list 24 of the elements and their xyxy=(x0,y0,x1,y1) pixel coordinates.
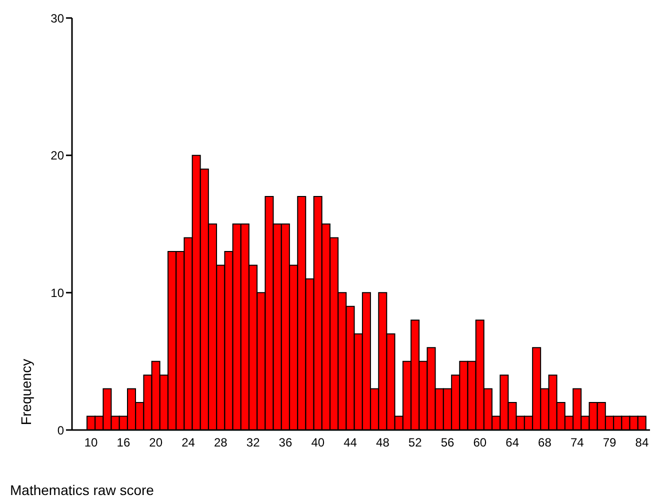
x-tick-label: 44 xyxy=(344,436,358,450)
x-tick-label: 56 xyxy=(440,436,455,450)
y-tick-label: 10 xyxy=(50,286,64,300)
y-axis-title: Frequency xyxy=(18,358,34,428)
x-tick-label: 32 xyxy=(246,436,260,450)
x-tick-label: 48 xyxy=(376,436,390,450)
y-tick-label: 0 xyxy=(57,423,64,438)
x-axis-title: Mathematics raw score xyxy=(10,482,154,498)
x-tick-label: 24 xyxy=(182,436,196,450)
x-tick-label: 40 xyxy=(311,436,325,450)
x-tick-label: 60 xyxy=(473,436,487,450)
x-tick-label: 28 xyxy=(214,436,228,450)
x-tick-label: 10 xyxy=(84,436,98,450)
x-tick-label: 20 xyxy=(149,436,163,450)
x-tick-label: 84 xyxy=(635,436,649,450)
x-tick-label: 68 xyxy=(538,436,552,450)
x-tick-label: 36 xyxy=(278,436,292,450)
y-tick-label: 20 xyxy=(50,148,64,163)
y-tick-label: 30 xyxy=(50,11,64,26)
x-tick-label: 74 xyxy=(570,436,584,450)
x-tick-label: 16 xyxy=(116,436,130,450)
x-tick-label: 52 xyxy=(408,436,422,450)
x-tick-label: 64 xyxy=(506,436,520,450)
x-tick-label: 79 xyxy=(602,436,617,450)
